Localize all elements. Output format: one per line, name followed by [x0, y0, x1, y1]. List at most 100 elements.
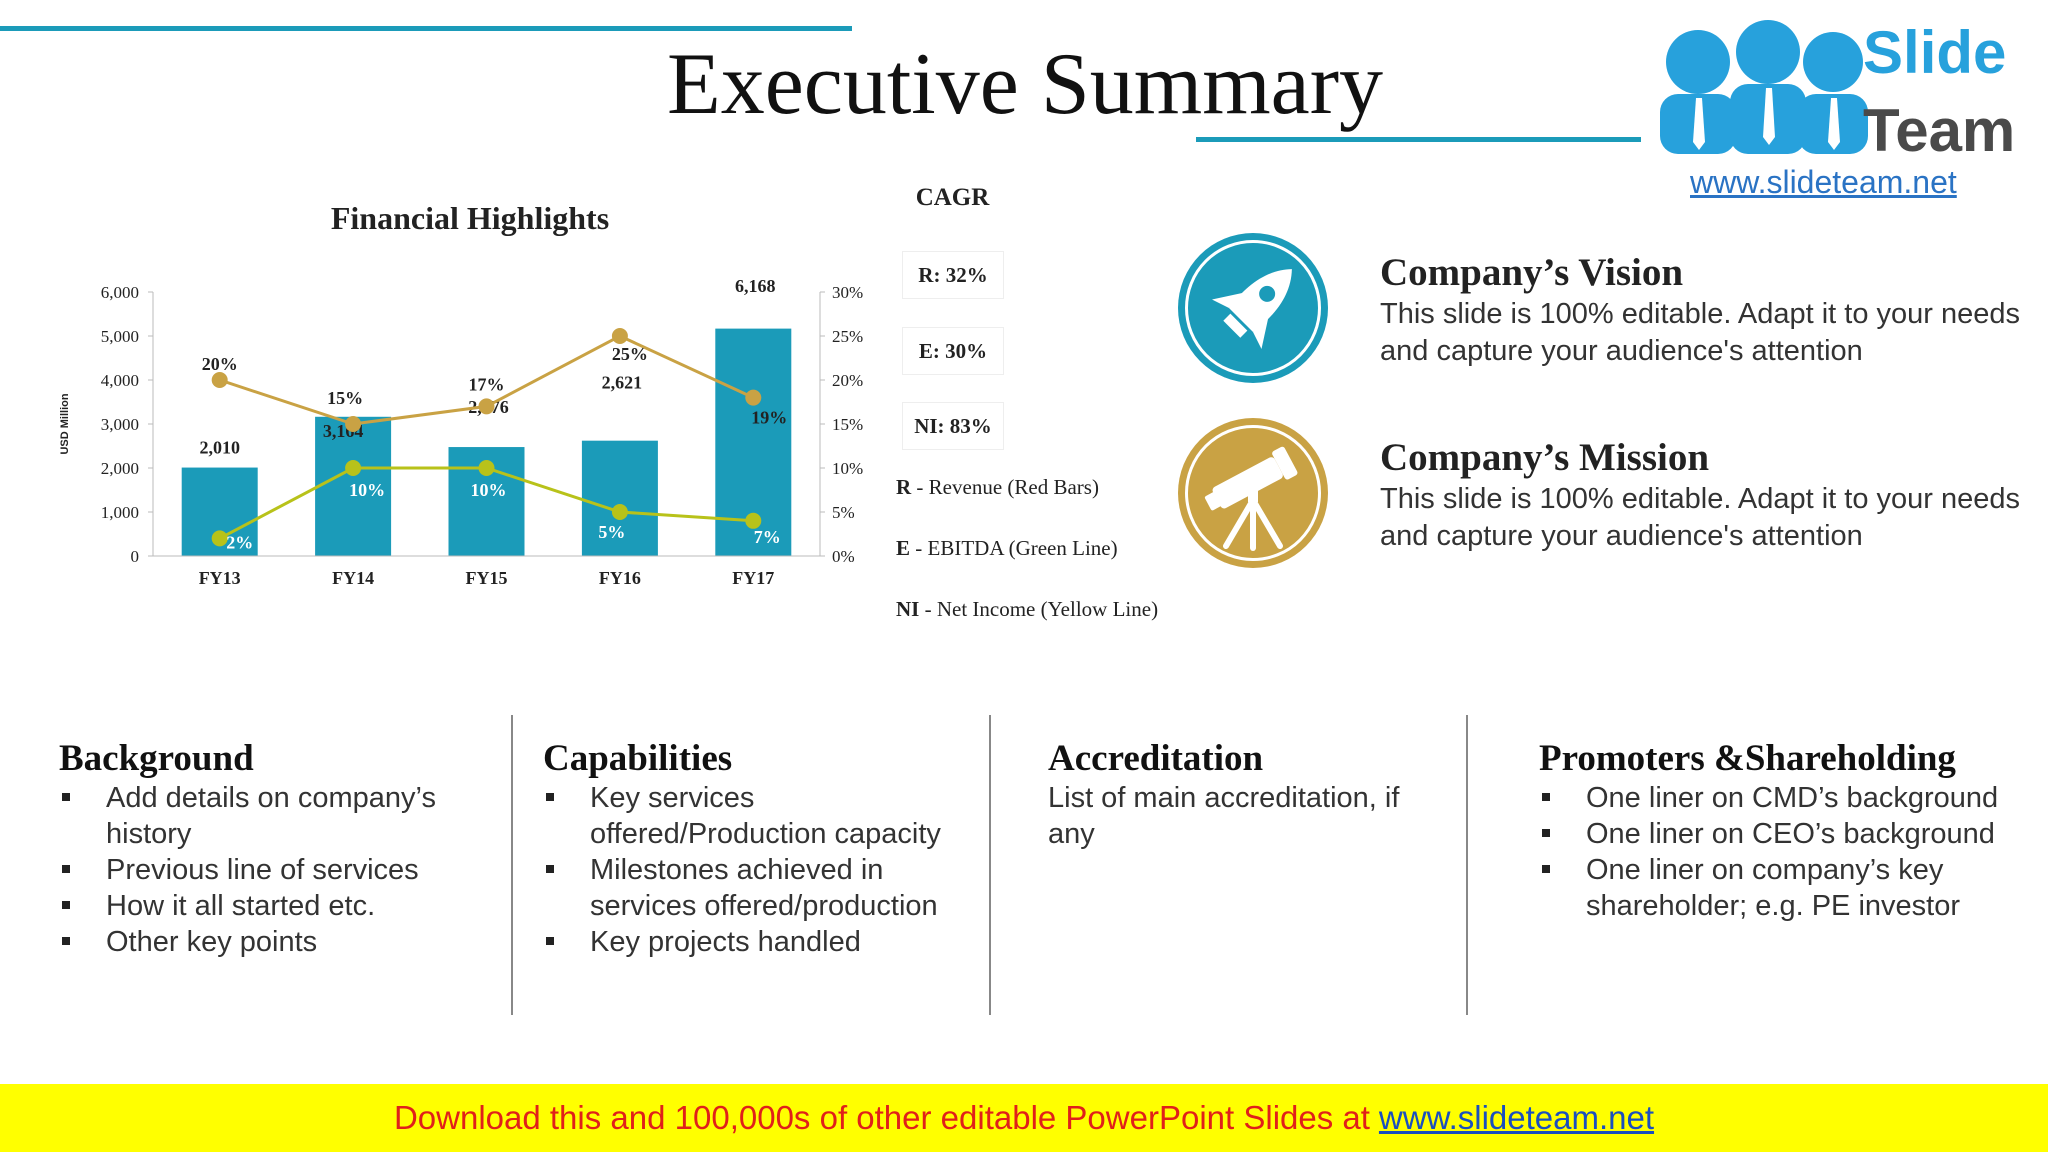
header-accent-line-right [1196, 137, 1641, 142]
y2-tick-label: 10% [832, 459, 863, 478]
net-income-data-label: 10% [471, 480, 507, 500]
y-tick-label: 6,000 [101, 283, 139, 302]
ebitda-point [745, 389, 762, 406]
legend-ebitda: E - EBITDA (Green Line) [896, 536, 1118, 561]
bar-data-label: 2,010 [199, 438, 240, 458]
list-item: How it all started etc. [59, 888, 499, 924]
mission-heading: Company’s Mission [1380, 436, 1710, 479]
list-item: One liner on CEO’s background [1539, 816, 1999, 852]
background-heading: Background [59, 738, 254, 779]
capabilities-heading: Capabilities [543, 738, 733, 779]
list-item: Key services offered/Production capacity [543, 780, 983, 852]
mission-body: This slide is 100% editable. Adapt it to… [1380, 483, 2020, 552]
y-tick-label: 5,000 [101, 327, 139, 346]
download-footer-banner: Download this and 100,000s of other edit… [0, 1084, 2048, 1152]
y-tick-label: 1,000 [101, 503, 139, 522]
telescope-icon [1204, 446, 1298, 551]
vision-heading: Company’s Vision [1380, 251, 1684, 294]
legend-text: - Revenue (Red Bars) [911, 475, 1099, 499]
ebitda-data-label: 15% [327, 388, 363, 408]
legend-text: - EBITDA (Green Line) [910, 536, 1118, 560]
ebitda-point [478, 398, 495, 415]
y-tick-label: 4,000 [101, 371, 139, 390]
rocket-icon [1211, 269, 1292, 350]
y2-tick-label: 25% [832, 327, 863, 346]
x-tick-label: FY17 [732, 568, 774, 588]
y-tick-label: 3,000 [101, 415, 139, 434]
bar-data-label: 2,621 [602, 373, 643, 393]
legend-net-income: NI - Net Income (Yellow Line) [896, 597, 1158, 622]
ebitda-point [345, 416, 362, 432]
bar-fy16 [581, 440, 658, 556]
x-tick-label: FY15 [466, 568, 508, 588]
bar-fy14 [315, 416, 392, 556]
chart-title: Financial Highlights [330, 200, 610, 236]
promoters-list: One liner on CMD’s background One liner … [1539, 780, 1999, 924]
legend-key: NI [896, 597, 920, 621]
ebitda-point [611, 328, 628, 344]
net-income-data-label: 7% [754, 527, 781, 547]
net-income-point [478, 460, 495, 476]
y-axis-title: USD Million [59, 393, 71, 454]
list-item: One liner on company’s key shareholder; … [1539, 852, 1999, 924]
page-title: Executive Summary [666, 36, 1384, 133]
section-divider [989, 715, 991, 1015]
y2-tick-label: 5% [832, 503, 855, 522]
section-divider [1466, 715, 1468, 1015]
footer-text: Download this and 100,000s of other edit… [393, 1099, 1370, 1136]
ebitda-data-label: 25% [612, 344, 648, 364]
financial-highlights-chart: 0 1,000 2,000 3,000 4,000 5,000 6,000 0% 5% 10% 15… [59, 276, 863, 588]
accreditation-text: List of main accreditation, if any [1048, 782, 1400, 850]
footer-link[interactable]: www.slideteam.net [1378, 1099, 1655, 1136]
slideteam-logo[interactable]: Slide Team www.slideteam.net [1638, 0, 2038, 200]
legend-text: - Net Income (Yellow Line) [919, 597, 1159, 621]
list-item: Milestones achieved in services offered/… [543, 852, 983, 924]
net-income-point [745, 512, 762, 529]
people-group-icon [1660, 20, 1868, 154]
list-item: Other key points [59, 924, 499, 960]
y2-tick-label: 30% [832, 283, 863, 302]
ebitda-point [211, 372, 228, 388]
capabilities-list: Key services offered/Production capacity… [543, 780, 983, 960]
y2-tick-label: 20% [832, 371, 863, 390]
x-tick-label: FY14 [332, 568, 374, 588]
y2-tick-label: 15% [832, 415, 863, 434]
y-tick-label: 0 [131, 547, 140, 566]
x-tick-label: FY16 [599, 568, 641, 588]
net-income-point [345, 460, 362, 476]
net-income-data-label: 2% [226, 532, 253, 552]
ebitda-data-label: 19% [751, 408, 787, 428]
net-income-data-label: 10% [349, 480, 385, 500]
logo-url-link[interactable]: www.slideteam.net [1690, 164, 1957, 200]
list-item: Previous line of services [59, 852, 499, 888]
legend-key: R [896, 475, 912, 499]
y-tick-label: 2,000 [101, 459, 139, 478]
legend-revenue: R - Revenue (Red Bars) [896, 475, 1099, 500]
logo-brand-slide: Slide [1863, 19, 2007, 86]
vision-body: This slide is 100% editable. Adapt it to… [1380, 298, 2020, 367]
net-income-point [611, 504, 628, 520]
mission-icon-circle [1178, 418, 1328, 568]
logo-brand-team: Team [1863, 97, 2016, 164]
header-accent-line-left [0, 26, 852, 31]
list-item: Add details on company’s history [59, 780, 499, 852]
ebitda-data-label: 17% [469, 374, 505, 394]
promoters-heading: Promoters &Shareholding [1539, 738, 1956, 779]
cagr-revenue-box: R: 32% [902, 251, 1004, 299]
bar-data-label: 6,168 [735, 276, 776, 296]
net-income-data-label: 5% [598, 522, 625, 542]
net-income-point [211, 530, 228, 547]
background-list: Add details on company’s history Previou… [59, 780, 499, 960]
legend-key: E [896, 536, 911, 560]
list-item: One liner on CMD’s background [1539, 780, 1999, 816]
list-item: Key projects handled [543, 924, 983, 960]
section-divider [511, 715, 513, 1015]
accreditation-heading: Accreditation [1048, 738, 1264, 779]
x-tick-label: FY13 [199, 568, 241, 588]
cagr-ebitda-box: E: 30% [902, 327, 1004, 375]
cagr-net-income-box: NI: 83% [902, 402, 1004, 450]
cagr-title: CAGR [915, 184, 990, 211]
vision-icon-circle [1178, 233, 1328, 383]
ebitda-data-label: 20% [202, 354, 238, 374]
y2-tick-label: 0% [832, 547, 855, 566]
